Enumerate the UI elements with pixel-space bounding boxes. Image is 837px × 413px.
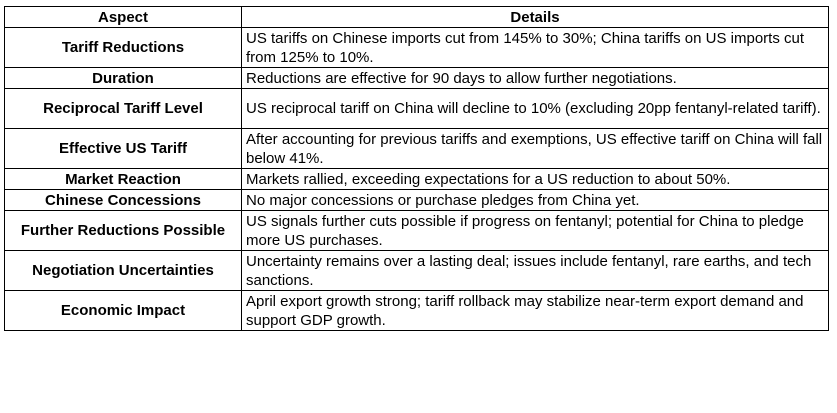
row-aspect: Tariff Reductions: [4, 27, 242, 68]
table-row: Duration Reductions are effective for 90…: [4, 67, 829, 89]
row-aspect: Duration: [4, 67, 242, 89]
table-row: Reciprocal Tariff Level US reciprocal ta…: [4, 88, 829, 129]
row-aspect: Negotiation Uncertainties: [4, 250, 242, 291]
row-aspect: Market Reaction: [4, 168, 242, 190]
row-aspect: Further Reductions Possible: [4, 210, 242, 251]
tariff-summary-table: Aspect Details Tariff Reductions US tari…: [4, 6, 829, 331]
table-row: Market Reaction Markets rallied, exceedi…: [4, 168, 829, 190]
table-row: Effective US Tariff After accounting for…: [4, 128, 829, 169]
row-aspect: Chinese Concessions: [4, 189, 242, 211]
row-details: US tariffs on Chinese imports cut from 1…: [241, 27, 829, 68]
table-header-row: Aspect Details: [4, 6, 829, 28]
header-aspect: Aspect: [4, 6, 242, 28]
row-details: Uncertainty remains over a lasting deal;…: [241, 250, 829, 291]
row-aspect: Economic Impact: [4, 290, 242, 331]
row-details: Markets rallied, exceeding expectations …: [241, 168, 829, 190]
row-details: No major concessions or purchase pledges…: [241, 189, 829, 211]
row-aspect: Reciprocal Tariff Level: [4, 88, 242, 129]
header-details: Details: [241, 6, 829, 28]
table-row: Further Reductions Possible US signals f…: [4, 210, 829, 251]
row-details: US reciprocal tariff on China will decli…: [241, 88, 829, 129]
row-details: After accounting for previous tariffs an…: [241, 128, 829, 169]
table-row: Tariff Reductions US tariffs on Chinese …: [4, 27, 829, 68]
table-row: Economic Impact April export growth stro…: [4, 290, 829, 331]
summary-table-container: Aspect Details Tariff Reductions US tari…: [4, 6, 829, 331]
row-details: Reductions are effective for 90 days to …: [241, 67, 829, 89]
row-details: April export growth strong; tariff rollb…: [241, 290, 829, 331]
row-details: US signals further cuts possible if prog…: [241, 210, 829, 251]
table-row: Negotiation Uncertainties Uncertainty re…: [4, 250, 829, 291]
row-aspect: Effective US Tariff: [4, 128, 242, 169]
table-row: Chinese Concessions No major concessions…: [4, 189, 829, 211]
